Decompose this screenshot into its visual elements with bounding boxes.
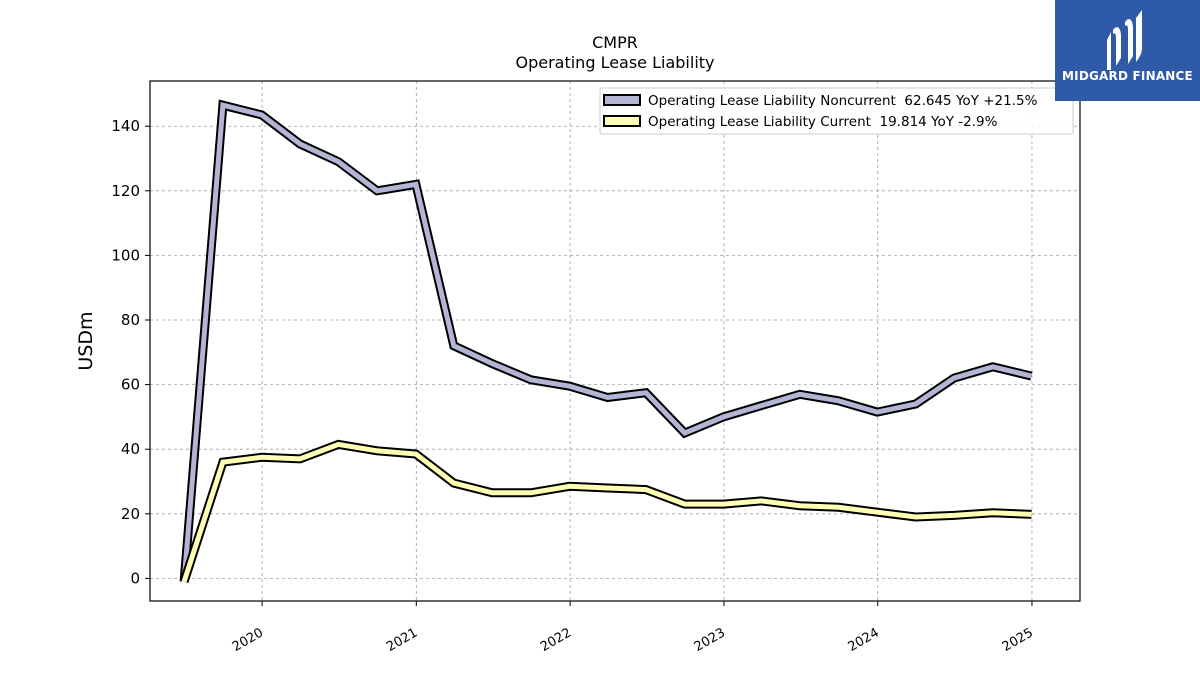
legend-label-noncurrent: Operating Lease Liability Noncurrent 62.… — [648, 93, 1038, 109]
y-tick-label: 100 — [111, 246, 140, 264]
legend: Operating Lease Liability Noncurrent 62.… — [599, 87, 1074, 135]
x-axis: 2020 2021 2022 2023 2024 2025 — [230, 601, 1036, 655]
y-tick-label: 80 — [121, 311, 140, 329]
y-axis-label: USDm — [75, 311, 97, 370]
x-tick-label: 2025 — [1000, 625, 1036, 655]
y-tick-label: 140 — [111, 117, 140, 135]
series-0 — [179, 99, 1033, 582]
y-axis: 0 20 40 60 80 100 120 140 — [111, 117, 150, 587]
series-line — [181, 102, 1033, 582]
legend-label-current: Operating Lease Liability Current 19.814… — [648, 114, 998, 130]
x-tick-label: 2022 — [538, 625, 574, 655]
chart-subtitle: Operating Lease Liability — [515, 53, 714, 72]
brand-mark-icon — [1107, 10, 1142, 70]
series-line-outline — [179, 99, 1033, 582]
y-tick-label: 120 — [111, 182, 140, 200]
legend-swatch-current — [603, 115, 641, 127]
series-lines — [179, 99, 1033, 583]
legend-frame — [599, 87, 1074, 135]
brand-name: MIDGARD FINANCE — [1062, 69, 1193, 83]
x-tick-label: 2020 — [230, 625, 266, 655]
grid — [150, 81, 1080, 601]
brand-logo: MIDGARD FINANCE — [1055, 0, 1200, 101]
plot-frame — [149, 80, 1081, 602]
y-tick-label: 40 — [121, 440, 140, 458]
y-tick-label: 0 — [130, 569, 140, 587]
y-tick-label: 60 — [121, 376, 140, 394]
series-line-outline — [179, 439, 1032, 583]
chart-title: CMPR — [592, 33, 638, 52]
x-tick-label: 2024 — [846, 625, 882, 655]
series-1 — [179, 439, 1032, 583]
legend-swatch-noncurrent — [603, 94, 641, 106]
x-tick-label: 2021 — [384, 625, 420, 655]
y-tick-label: 20 — [121, 505, 140, 523]
x-tick-label: 2023 — [692, 625, 728, 655]
series-line — [181, 441, 1032, 583]
